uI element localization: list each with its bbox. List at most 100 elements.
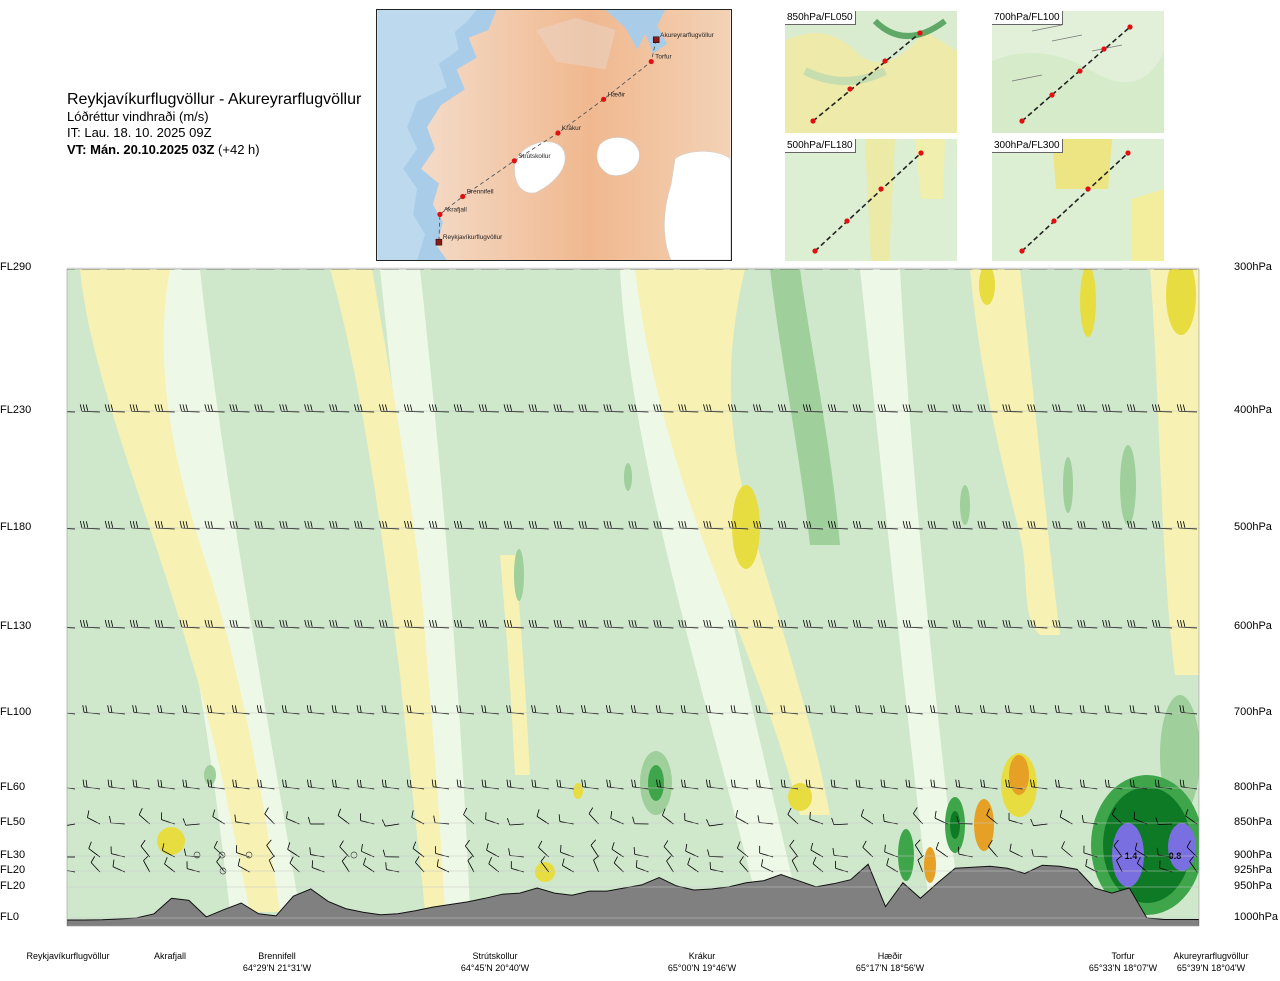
wind-barb	[88, 841, 101, 858]
wind-field-blob	[573, 783, 583, 799]
wind-barb	[90, 856, 101, 873]
route-point-label: Akrafjall	[444, 206, 467, 213]
wind-barb	[852, 404, 873, 413]
waypoint-marker	[460, 193, 466, 200]
wind-barb	[204, 404, 225, 413]
chart-title: Reykjavíkurflugvöllur - Akureyrarflugvöl…	[67, 91, 362, 108]
wind-barb	[329, 404, 350, 413]
wind-barb	[663, 840, 674, 858]
y-level-label: FL30	[0, 849, 26, 861]
wind-barb	[429, 619, 450, 629]
wind-field-band	[330, 269, 445, 912]
y-pressure-label: 400hPa	[1234, 404, 1272, 416]
route-point-label: Torfur	[655, 54, 672, 61]
station-name: Brennifell	[258, 951, 296, 961]
wind-barb	[467, 855, 475, 873]
wind-field-band	[770, 269, 840, 545]
thumbnail-map-300	[992, 139, 1164, 261]
y-level-label: FL230	[0, 404, 32, 416]
station-name: Hæðir	[877, 951, 903, 961]
wind-barb	[739, 855, 749, 873]
wind-barb	[628, 404, 649, 413]
wind-barb	[952, 619, 973, 629]
wind-barb	[510, 861, 524, 873]
wind-field-blob	[204, 765, 216, 785]
wind-barb	[728, 404, 749, 413]
wind-field-band	[860, 269, 960, 912]
y-level-label: FL290	[0, 261, 32, 273]
wind-barb	[812, 856, 824, 873]
calm-circle	[350, 851, 358, 859]
wind-barb	[104, 404, 125, 413]
wind-barb	[633, 847, 649, 858]
valid-time-label: VT: Mán. 20.10.2025 03Z	[67, 142, 215, 157]
wind-barb	[1155, 817, 1173, 825]
wind-barb	[1127, 404, 1148, 413]
wind-field-blob	[1009, 755, 1029, 795]
wind-barb	[213, 840, 225, 858]
wind-barb	[952, 404, 973, 413]
wind-barb	[1113, 839, 1123, 858]
station-label: Brennifell 64°29'N 21°31'W	[217, 950, 337, 974]
wind-barb	[67, 856, 75, 858]
wind-barb	[1008, 812, 1023, 825]
wind-field-blob	[898, 829, 914, 881]
station-name: Akrafjall	[153, 951, 186, 961]
station-label: Reykjavíkurflugvöllur	[8, 950, 128, 962]
thumbnail-850[interactable]: 850hPa/FL050	[785, 11, 957, 133]
wind-barb	[684, 813, 699, 825]
wind-barb	[506, 817, 524, 826]
wind-barb	[553, 404, 574, 413]
wind-barb	[958, 846, 973, 858]
wind-barb	[67, 527, 76, 530]
wind-barb	[927, 404, 948, 413]
wind-field-blob	[732, 485, 760, 569]
wind-barb	[67, 626, 76, 629]
wind-barb	[1151, 404, 1173, 413]
y-pressure-label: 1000hPa	[1234, 911, 1279, 923]
valid-time: VT: Mán. 20.10.2025 03Z (+42 h)	[67, 141, 377, 158]
wind-barb	[1083, 845, 1098, 858]
wind-barb	[1176, 404, 1198, 413]
wind-barb	[1031, 849, 1048, 858]
wind-barb	[709, 862, 724, 873]
thumbnail-700[interactable]: 700hPa/FL100	[992, 11, 1164, 133]
station-coord: 65°39'N 18°04'W	[1176, 963, 1246, 973]
y-pressure-label: 800hPa	[1234, 781, 1272, 793]
wind-field-blob	[1063, 457, 1073, 513]
wind-field-blob	[788, 783, 812, 811]
wind-barb	[463, 807, 475, 825]
route-line	[438, 39, 657, 243]
thumbnail-500[interactable]: 500hPa/FL180	[785, 139, 957, 261]
wind-field-band	[80, 269, 280, 912]
wind-barb	[706, 819, 724, 827]
station-name: Torfur	[1111, 951, 1135, 961]
thumbnail-map-700	[992, 11, 1164, 133]
wind-field-blob	[924, 847, 936, 883]
thumbnail-map-850	[785, 11, 957, 133]
wind-barb	[1136, 856, 1148, 873]
thumbnail-label: 500hPa/FL180	[785, 139, 856, 153]
y-pressure-label: 900hPa	[1234, 849, 1272, 861]
wind-barb	[628, 619, 649, 629]
route-map: Akureyrarflugvöllur Torfur Hæðir Krákur Strú…	[376, 9, 732, 261]
wind-barb	[1189, 855, 1198, 873]
airport-marker	[652, 36, 660, 43]
wind-barb	[403, 404, 425, 413]
wind-barb	[478, 404, 499, 413]
terrain-profile	[67, 863, 1199, 926]
wind-barb	[339, 840, 350, 858]
thumbnail-300[interactable]: 300hPa/FL300	[992, 139, 1164, 261]
wind-barb	[266, 839, 275, 858]
wind-barb	[977, 404, 998, 413]
wind-field-blob	[157, 827, 185, 855]
wind-field-blob	[535, 862, 555, 882]
station-name: Strútskollur	[472, 951, 518, 961]
title-block: Reykjavíkurflugvöllur - Akureyrarflugvöl…	[67, 90, 377, 158]
chart-subtitle: Lóðréttur vindhraði (m/s)	[67, 109, 209, 124]
wind-barb	[164, 857, 175, 873]
waypoint-marker	[511, 158, 517, 164]
wind-barb	[354, 404, 375, 413]
wind-barb	[229, 404, 250, 413]
wind-barb	[1111, 807, 1123, 825]
